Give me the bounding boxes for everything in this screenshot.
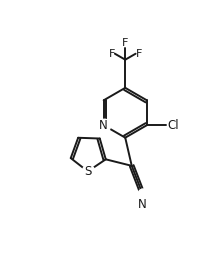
Text: S: S (84, 165, 92, 178)
Text: F: F (136, 49, 142, 59)
Text: N: N (138, 198, 147, 211)
Text: F: F (122, 38, 128, 48)
Text: N: N (99, 119, 108, 132)
Text: Cl: Cl (167, 119, 179, 132)
Text: F: F (109, 49, 115, 59)
